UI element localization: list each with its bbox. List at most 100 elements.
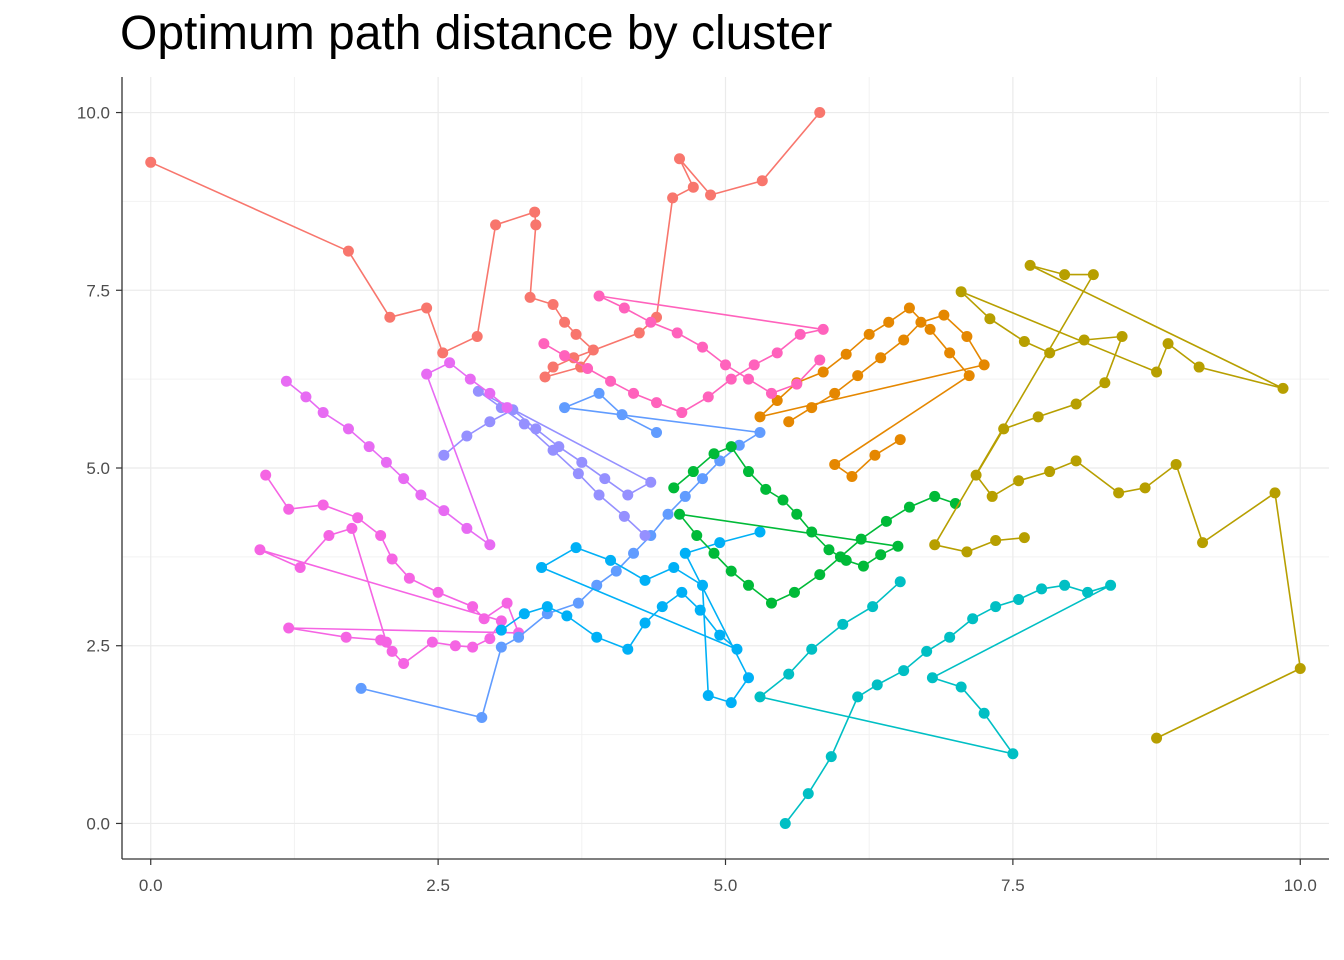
data-point [645, 316, 657, 328]
data-point [605, 554, 617, 566]
data-point [783, 668, 795, 680]
data-point [978, 359, 990, 371]
data-point [1105, 579, 1117, 591]
data-point [421, 368, 433, 380]
data-point [513, 631, 525, 643]
data-point [628, 387, 640, 399]
data-point [651, 426, 663, 438]
data-point [145, 156, 157, 168]
data-point [501, 402, 513, 414]
data-point [754, 691, 766, 703]
data-point [1013, 594, 1025, 606]
x-tick-label: 2.5 [426, 876, 450, 895]
data-point [894, 434, 906, 446]
data-point [662, 508, 674, 520]
data-point [495, 641, 507, 653]
data-point [651, 397, 663, 409]
data-point [702, 391, 714, 403]
data-point [536, 562, 548, 574]
data-point [529, 206, 541, 218]
data-point [570, 328, 582, 340]
data-point [656, 601, 668, 613]
data-point [855, 533, 867, 545]
data-point [765, 597, 777, 609]
data-point [300, 391, 312, 403]
data-point [676, 407, 688, 419]
data-point [742, 466, 754, 478]
data-point [963, 370, 975, 382]
data-point [742, 672, 754, 684]
data-point [679, 547, 691, 559]
data-point [340, 631, 352, 643]
data-point [802, 788, 814, 800]
data-point [754, 426, 766, 438]
y-tick-label: 2.5 [86, 637, 110, 656]
data-point [760, 483, 772, 495]
grid-lines [122, 77, 1329, 859]
data-point [708, 547, 720, 559]
data-point [714, 629, 726, 641]
data-point [476, 712, 488, 724]
x-tick-label: 0.0 [139, 876, 163, 895]
data-point [825, 751, 837, 763]
data-point [386, 553, 398, 565]
data-point [756, 175, 768, 187]
data-point [547, 444, 559, 456]
series-path-line [150, 111, 821, 379]
data-point [518, 608, 530, 620]
data-point [674, 153, 686, 165]
data-point [986, 490, 998, 502]
data-point [538, 338, 550, 350]
data-point [1018, 532, 1030, 544]
data-point [438, 505, 450, 517]
data-point [961, 330, 973, 342]
x-tick-label: 5.0 [714, 876, 738, 895]
data-point [731, 643, 743, 655]
data-point [742, 373, 754, 385]
data-point [1018, 335, 1030, 347]
data-point [294, 562, 306, 574]
data-point [568, 352, 580, 364]
data-point [471, 330, 483, 342]
data-point [582, 362, 594, 374]
data-point [725, 697, 737, 709]
data-point [559, 316, 571, 328]
data-point [1082, 586, 1094, 598]
data-point [765, 387, 777, 399]
data-point [591, 631, 603, 643]
data-point [398, 658, 410, 669]
x-tick-label: 10.0 [1284, 876, 1317, 895]
series-1 [254, 469, 525, 669]
data-point [449, 640, 461, 652]
y-tick-label: 7.5 [86, 281, 110, 300]
data-point [880, 515, 892, 527]
data-point [317, 407, 329, 419]
data-point [1070, 455, 1082, 467]
data-point [779, 817, 791, 829]
data-point [1151, 732, 1163, 744]
data-point [484, 416, 496, 428]
data-point [618, 510, 630, 522]
data-point [1059, 579, 1071, 591]
y-tick-label: 10.0 [77, 104, 110, 123]
data-point [518, 418, 530, 430]
data-point [852, 691, 864, 703]
data-point [415, 489, 427, 501]
data-point [386, 645, 398, 657]
data-point [714, 537, 726, 549]
data-point [857, 560, 869, 572]
series-10 [538, 290, 829, 419]
data-point [593, 290, 605, 302]
data-point [783, 416, 795, 428]
data-point [814, 354, 826, 366]
data-point [990, 535, 1002, 547]
data-point [924, 323, 936, 335]
data-point [559, 402, 571, 414]
data-point [342, 423, 354, 435]
data-point [668, 562, 680, 574]
data-point [829, 387, 841, 399]
data-point [955, 681, 967, 693]
data-point [639, 617, 651, 629]
series-8 [438, 385, 657, 542]
